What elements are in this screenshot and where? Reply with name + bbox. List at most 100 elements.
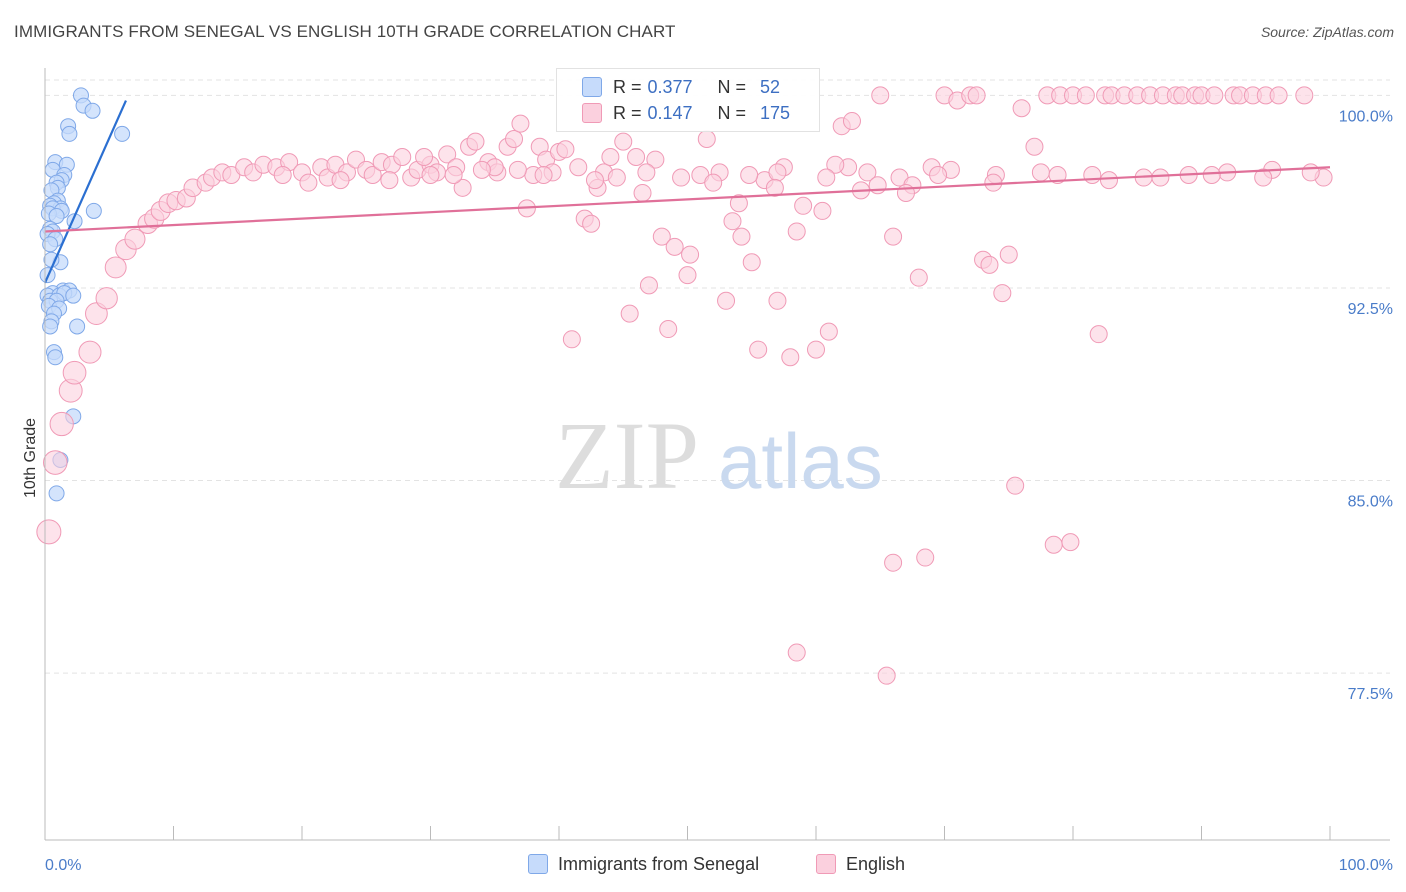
english-point [740, 165, 759, 184]
source-label: Source: ZipAtlas.com [1260, 24, 1394, 40]
watermark-zip: ZIP [555, 402, 699, 509]
english-point [807, 340, 825, 359]
senegal-point [48, 208, 65, 225]
english-point [787, 643, 806, 662]
legend-item-senegal[interactable]: Immigrants from Senegal [528, 852, 759, 876]
english-point [884, 553, 903, 572]
english-point [1089, 325, 1108, 344]
english-point [1031, 163, 1050, 182]
english-point [331, 171, 350, 190]
english-point [1254, 168, 1273, 187]
english-point [1025, 137, 1044, 156]
english-point [43, 450, 68, 475]
english-point [1295, 86, 1314, 105]
english-point [884, 227, 903, 246]
senegal-point [65, 287, 82, 304]
english-point [659, 320, 678, 339]
english-point [508, 160, 527, 179]
english-point [1076, 86, 1095, 105]
stats-row-senegal: R = 0.377 N = 52 [582, 75, 781, 99]
zipatlas-watermark: ZIP atlas [555, 402, 883, 509]
english-point [1205, 86, 1224, 105]
senegal-point [61, 125, 78, 142]
english-point [49, 411, 74, 437]
english-point [511, 114, 530, 133]
english-point [984, 173, 1003, 192]
legend-item-english[interactable]: English [816, 852, 905, 876]
y-tick-label: 92.5% [1348, 301, 1393, 318]
english-point [877, 666, 896, 685]
english-point [858, 163, 877, 182]
english-point [1048, 165, 1067, 184]
english-point [582, 214, 601, 233]
english-point [627, 148, 646, 167]
english-point [929, 165, 948, 184]
english-point [681, 245, 700, 264]
english-point [768, 291, 787, 310]
english-point [729, 194, 748, 213]
english-point [569, 158, 588, 177]
legend-label-senegal: Immigrants from Senegal [558, 853, 760, 874]
y-axis-title: 10th Grade [22, 418, 39, 498]
n-value: 175 [760, 102, 791, 123]
english-point [534, 165, 553, 184]
english-point [421, 165, 440, 184]
english-point [916, 548, 935, 567]
english-point [466, 132, 485, 151]
english-point [817, 168, 836, 187]
senegal-point [47, 349, 64, 366]
english-point [646, 150, 665, 169]
senegal-swatch [582, 77, 602, 97]
english-swatch [582, 103, 602, 123]
r-label: R = [613, 76, 642, 97]
english-point [652, 227, 671, 246]
english-point [1301, 163, 1320, 182]
r-value: 0.377 [647, 76, 693, 97]
n-value: 52 [760, 76, 781, 97]
stats-row-english: R = 0.147 N = 175 [582, 101, 791, 125]
english-point [826, 155, 845, 174]
legend-swatch-senegal [528, 854, 548, 874]
english-point [393, 148, 412, 167]
points-layer [36, 86, 1333, 685]
watermark-atlas: atlas [718, 417, 883, 505]
english-point [1006, 476, 1025, 495]
english-point [438, 145, 457, 164]
axis-layer [44, 68, 1390, 841]
english-point [993, 284, 1012, 303]
legend-label-english: English [846, 853, 906, 874]
chart-title: IMMIGRANTS FROM SENEGAL VS ENGLISH 10TH … [14, 22, 676, 41]
english-point [415, 148, 434, 167]
english-point [62, 360, 87, 385]
english-point [562, 330, 581, 349]
english-point [732, 227, 751, 246]
english-point [896, 183, 915, 202]
english-point [717, 291, 736, 310]
english-point [794, 196, 813, 215]
senegal-point [69, 318, 86, 335]
english-point [363, 165, 382, 184]
english-point [556, 140, 575, 159]
senegal-point [48, 485, 65, 502]
english-point [697, 130, 716, 149]
english-point [444, 165, 463, 184]
n-label: N = [717, 102, 747, 123]
senegal-point [42, 318, 59, 335]
english-point [1099, 171, 1118, 190]
english-point [871, 86, 890, 105]
english-point [95, 287, 118, 310]
english-point [273, 165, 292, 184]
x-tick-label-max: 100.0% [1339, 857, 1393, 874]
english-point [980, 255, 999, 274]
english-point [909, 268, 928, 287]
r-value: 0.147 [647, 102, 693, 123]
english-point [813, 201, 832, 220]
english-point [453, 178, 472, 197]
y-tick-label: 85.0% [1348, 494, 1393, 511]
english-point [819, 322, 838, 341]
english-point [1202, 165, 1221, 184]
english-point [723, 212, 742, 231]
english-point [601, 148, 620, 167]
y-tick-label: 100.0% [1339, 108, 1393, 125]
trend-layer [43, 100, 1331, 284]
